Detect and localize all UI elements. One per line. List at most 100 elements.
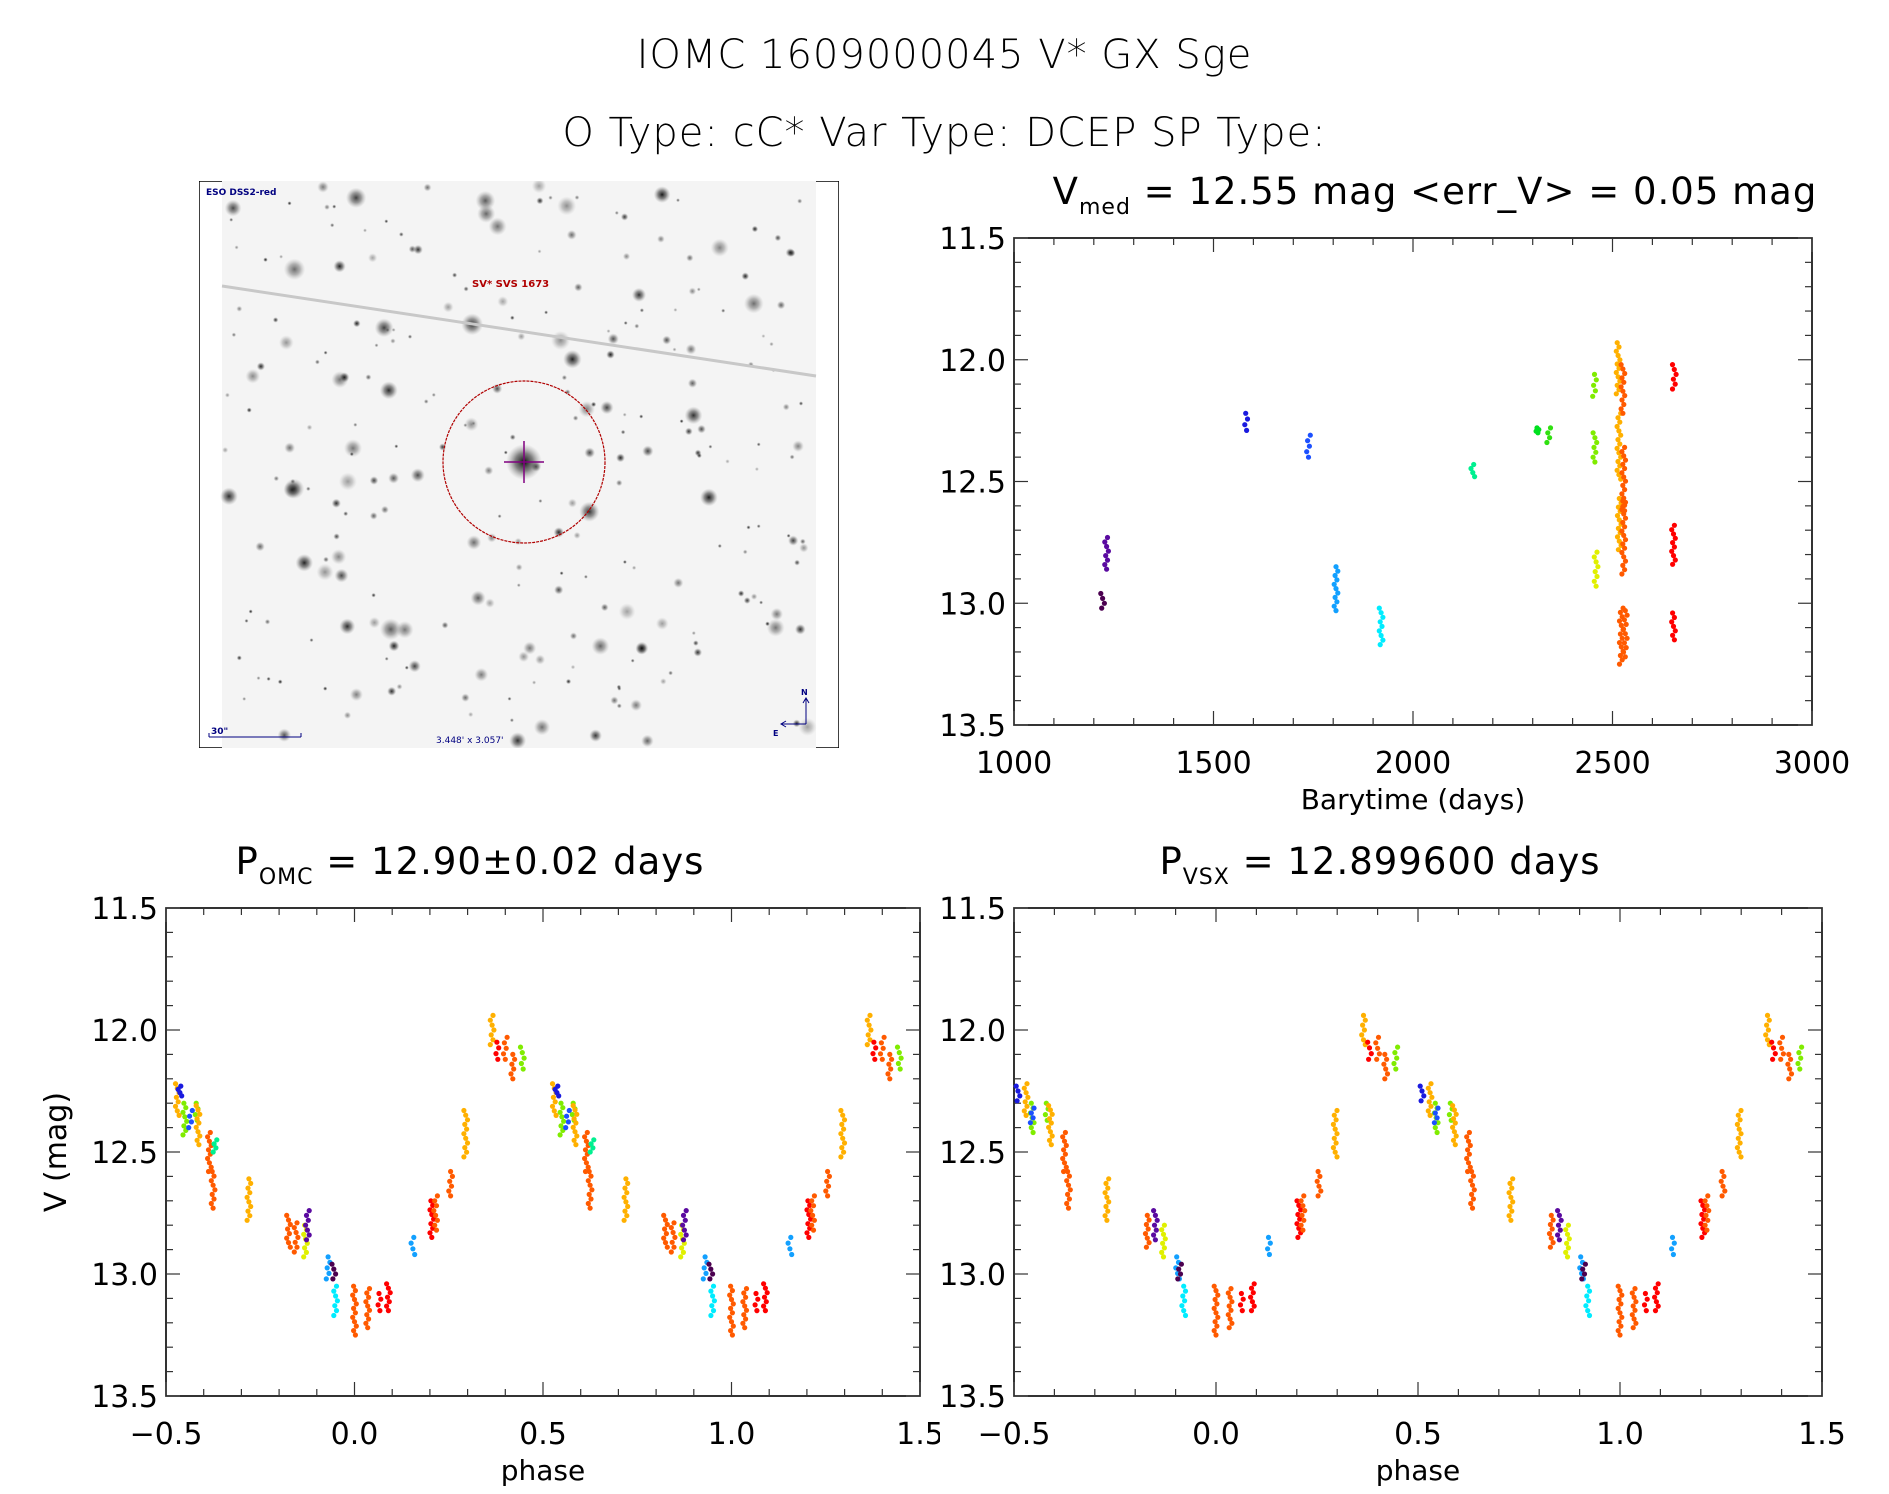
data-point — [491, 1027, 497, 1033]
data-point — [1298, 1198, 1304, 1204]
data-point — [1434, 1129, 1440, 1136]
data-point — [1179, 1303, 1185, 1309]
lightcurve-chart: 1000 1500 2000 2500 3000 11.5 12.0 12.5 13.0 13.5… — [940, 222, 1850, 816]
data-point — [700, 1276, 706, 1282]
data-point — [464, 1149, 470, 1155]
data-point — [1182, 1288, 1189, 1294]
star — [245, 368, 261, 384]
data-point — [622, 1185, 628, 1191]
star — [537, 249, 542, 254]
data-point — [1368, 1051, 1374, 1057]
data-point — [560, 1105, 566, 1111]
data-point — [1104, 543, 1110, 550]
data-point — [1564, 1231, 1571, 1237]
data-point — [1670, 632, 1676, 638]
data-point — [841, 1117, 848, 1123]
data-point — [1701, 1216, 1707, 1222]
data-point — [1734, 1121, 1740, 1127]
data-point — [552, 1099, 558, 1105]
star — [343, 439, 363, 458]
data-point — [1425, 1085, 1431, 1091]
data-point — [1360, 1037, 1367, 1043]
star — [345, 187, 367, 208]
data-point — [729, 1310, 736, 1316]
plot-frame — [165, 907, 921, 1397]
data-point — [1616, 640, 1623, 646]
data-point — [1427, 1090, 1433, 1096]
fov-label: 3.448' x 3.057' — [436, 736, 504, 746]
x-tick-label: 1.0 — [1596, 1417, 1644, 1452]
data-point — [1547, 1244, 1553, 1250]
data-point — [563, 1125, 569, 1131]
data-point — [1143, 1221, 1149, 1228]
x-axis-label: phase — [1376, 1454, 1461, 1487]
data-point — [889, 1056, 895, 1062]
data-point — [1178, 1261, 1184, 1267]
data-point — [680, 1222, 686, 1228]
data-point — [1066, 1196, 1072, 1202]
data-point — [1765, 1027, 1771, 1033]
star — [799, 538, 806, 545]
star — [396, 683, 403, 690]
data-point — [1622, 465, 1628, 472]
star — [295, 554, 314, 572]
data-point — [1535, 430, 1541, 436]
data-point — [461, 1154, 467, 1160]
star — [523, 641, 537, 655]
data-point — [625, 1180, 631, 1186]
data-point — [1432, 1100, 1438, 1106]
data-point — [1249, 1299, 1255, 1305]
star — [583, 574, 588, 579]
data-point — [184, 1118, 190, 1124]
data-point — [1621, 617, 1627, 623]
data-point — [1617, 1288, 1623, 1294]
data-point — [1384, 1071, 1391, 1077]
data-point — [1046, 1116, 1053, 1122]
data-point — [708, 1288, 714, 1294]
data-point — [1583, 1303, 1589, 1309]
data-point — [433, 1212, 439, 1218]
data-point — [1622, 515, 1629, 521]
star — [343, 711, 352, 719]
data-point — [787, 1246, 793, 1252]
data-point — [366, 1316, 372, 1322]
data-point — [1672, 628, 1678, 634]
star — [655, 617, 669, 630]
star — [769, 341, 774, 347]
data-point — [591, 1137, 597, 1143]
data-point — [1619, 528, 1625, 534]
data-point — [1427, 1112, 1433, 1118]
star — [794, 623, 806, 635]
data-point — [761, 1303, 767, 1309]
data-point — [1619, 449, 1625, 455]
y-tick-label: 12.0 — [91, 1014, 158, 1049]
data-point — [1142, 1231, 1149, 1237]
data-point — [1705, 1193, 1711, 1199]
star — [390, 338, 396, 344]
data-point — [1151, 1208, 1157, 1214]
data-point — [1620, 410, 1626, 416]
data-point — [1642, 1290, 1648, 1297]
star — [770, 607, 784, 621]
data-point — [1104, 534, 1111, 541]
star — [533, 719, 551, 736]
star — [343, 511, 349, 517]
data-point — [1161, 1245, 1167, 1251]
data-point — [1294, 1221, 1300, 1227]
star — [379, 381, 398, 400]
data-point — [333, 1293, 339, 1299]
data-point — [488, 1032, 494, 1038]
data-point — [1361, 1027, 1367, 1033]
star — [339, 618, 356, 635]
data-point — [180, 1109, 186, 1115]
data-point — [624, 1213, 630, 1219]
data-point — [1786, 1051, 1792, 1057]
data-point — [1067, 1187, 1073, 1193]
data-point — [1228, 1286, 1234, 1292]
data-point — [671, 1220, 677, 1226]
compass-icon — [780, 697, 810, 728]
data-point — [586, 1168, 592, 1175]
star — [708, 444, 713, 449]
data-point — [573, 1120, 579, 1126]
star — [631, 287, 647, 302]
